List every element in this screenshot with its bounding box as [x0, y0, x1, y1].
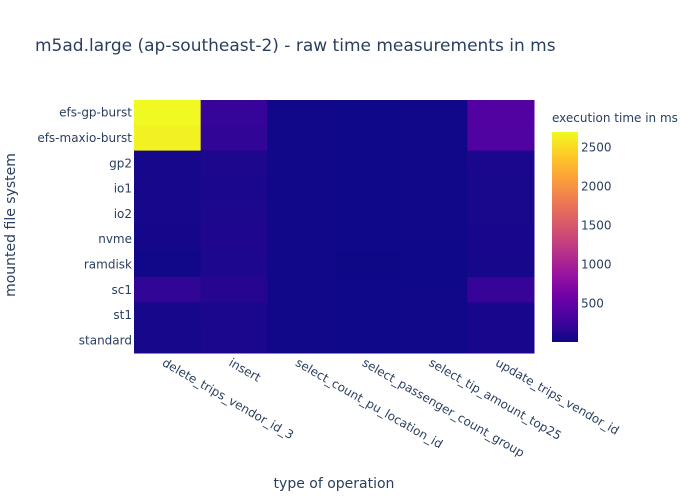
heatmap-cell — [400, 327, 468, 354]
colorbar-tick-label: 1500 — [581, 219, 612, 233]
heatmap-cell — [200, 226, 268, 253]
colorbar-tick-label: 2500 — [581, 141, 612, 155]
x-tick-label: insert — [227, 355, 264, 384]
heatmap-cell — [200, 150, 268, 177]
heatmap-cell — [134, 201, 202, 227]
y-tick-label: sc1 — [112, 283, 132, 297]
heatmap-cell — [267, 100, 335, 126]
heatmap-cell — [134, 277, 202, 303]
heatmap-cell — [134, 302, 202, 329]
heatmap-cell — [267, 201, 335, 227]
heatmap-cell — [267, 251, 335, 278]
heatmap-cell — [334, 125, 402, 152]
heatmap-cell — [334, 201, 402, 227]
heatmap-cell — [400, 125, 468, 152]
colorbar-tick-label: 500 — [581, 297, 604, 311]
heatmap-cell — [467, 100, 535, 126]
heatmap-cell — [334, 277, 402, 303]
heatmap-cell — [467, 251, 535, 278]
heatmap-cell — [467, 175, 535, 202]
heatmap-cell — [134, 226, 202, 253]
colorbar-tick-label: 2000 — [581, 180, 612, 194]
heatmap-cell — [267, 302, 335, 329]
heatmap-cell — [334, 251, 402, 278]
x-axis-title: type of operation — [274, 476, 395, 492]
y-tick-label: io2 — [114, 207, 132, 221]
heatmap-cell — [467, 302, 535, 329]
heatmap-cell — [334, 226, 402, 253]
heatmap-cell — [467, 277, 535, 303]
y-tick-label: standard — [79, 333, 132, 347]
heatmap-cell — [334, 302, 402, 329]
chart-title: m5ad.large (ap-southeast-2) - raw time m… — [35, 36, 556, 56]
y-axis-title: mounted file system — [3, 153, 19, 297]
heatmap-cell — [400, 302, 468, 329]
heatmap-cell — [400, 175, 468, 202]
heatmap-cell — [400, 251, 468, 278]
colorbar-ticks: 500 1000 1500 2000 2500 — [581, 141, 612, 311]
colorbar-tick-label: 1000 — [581, 258, 612, 272]
heatmap-cell — [200, 125, 268, 152]
heatmap-cell — [200, 302, 268, 329]
y-tick-label: nvme — [98, 232, 132, 246]
heatmap-cell — [267, 277, 335, 303]
heatmap-cell — [200, 251, 268, 278]
x-tick-label: delete_trips_vendor_id_3 — [160, 355, 296, 442]
heatmap-cell — [200, 201, 268, 227]
colorbar — [552, 132, 578, 342]
heatmap-cell — [267, 175, 335, 202]
heatmap-cell — [267, 150, 335, 177]
heatmap-cell — [200, 175, 268, 202]
heatmap-cell — [134, 150, 202, 177]
y-tick-label: gp2 — [109, 156, 132, 170]
heatmap-cell — [134, 100, 202, 126]
heatmap-cell — [134, 251, 202, 278]
colorbar-title: execution time in ms — [552, 111, 678, 125]
y-tick-label: ramdisk — [84, 257, 132, 271]
heatmap-cells — [134, 100, 535, 354]
heatmap-cell — [267, 327, 335, 354]
heatmap-cell — [134, 125, 202, 152]
heatmap-cell — [400, 226, 468, 253]
heatmap-cell — [467, 327, 535, 354]
heatmap-cell — [134, 327, 202, 354]
heatmap-cell — [334, 100, 402, 126]
heatmap-cell — [467, 201, 535, 227]
heatmap-cell — [334, 175, 402, 202]
heatmap-cell — [467, 150, 535, 177]
y-tick-label: io1 — [114, 182, 132, 196]
heatmap-cell — [200, 327, 268, 354]
heatmap-cell — [267, 125, 335, 152]
heatmap-cell — [400, 100, 468, 126]
heatmap-cell — [334, 150, 402, 177]
heatmap-cell — [134, 175, 202, 202]
heatmap-cell — [400, 277, 468, 303]
heatmap-cell — [467, 125, 535, 152]
heatmap-cell — [467, 226, 535, 253]
heatmap-cell — [400, 150, 468, 177]
y-axis-ticks: efs-gp-burst efs-maxio-burst gp2 io1 io2 nvme… — [37, 106, 132, 348]
x-tick-label: update_trips_vendor_id — [493, 355, 621, 437]
heatmap-cell — [267, 226, 335, 253]
heatmap-cell — [334, 327, 402, 354]
heatmap-cell — [200, 277, 268, 303]
heatmap-cell — [200, 100, 268, 126]
y-tick-label: efs-maxio-burst — [37, 131, 132, 145]
heatmap-cell — [400, 201, 468, 227]
y-tick-label: efs-gp-burst — [59, 106, 132, 120]
y-tick-label: st1 — [113, 308, 132, 322]
